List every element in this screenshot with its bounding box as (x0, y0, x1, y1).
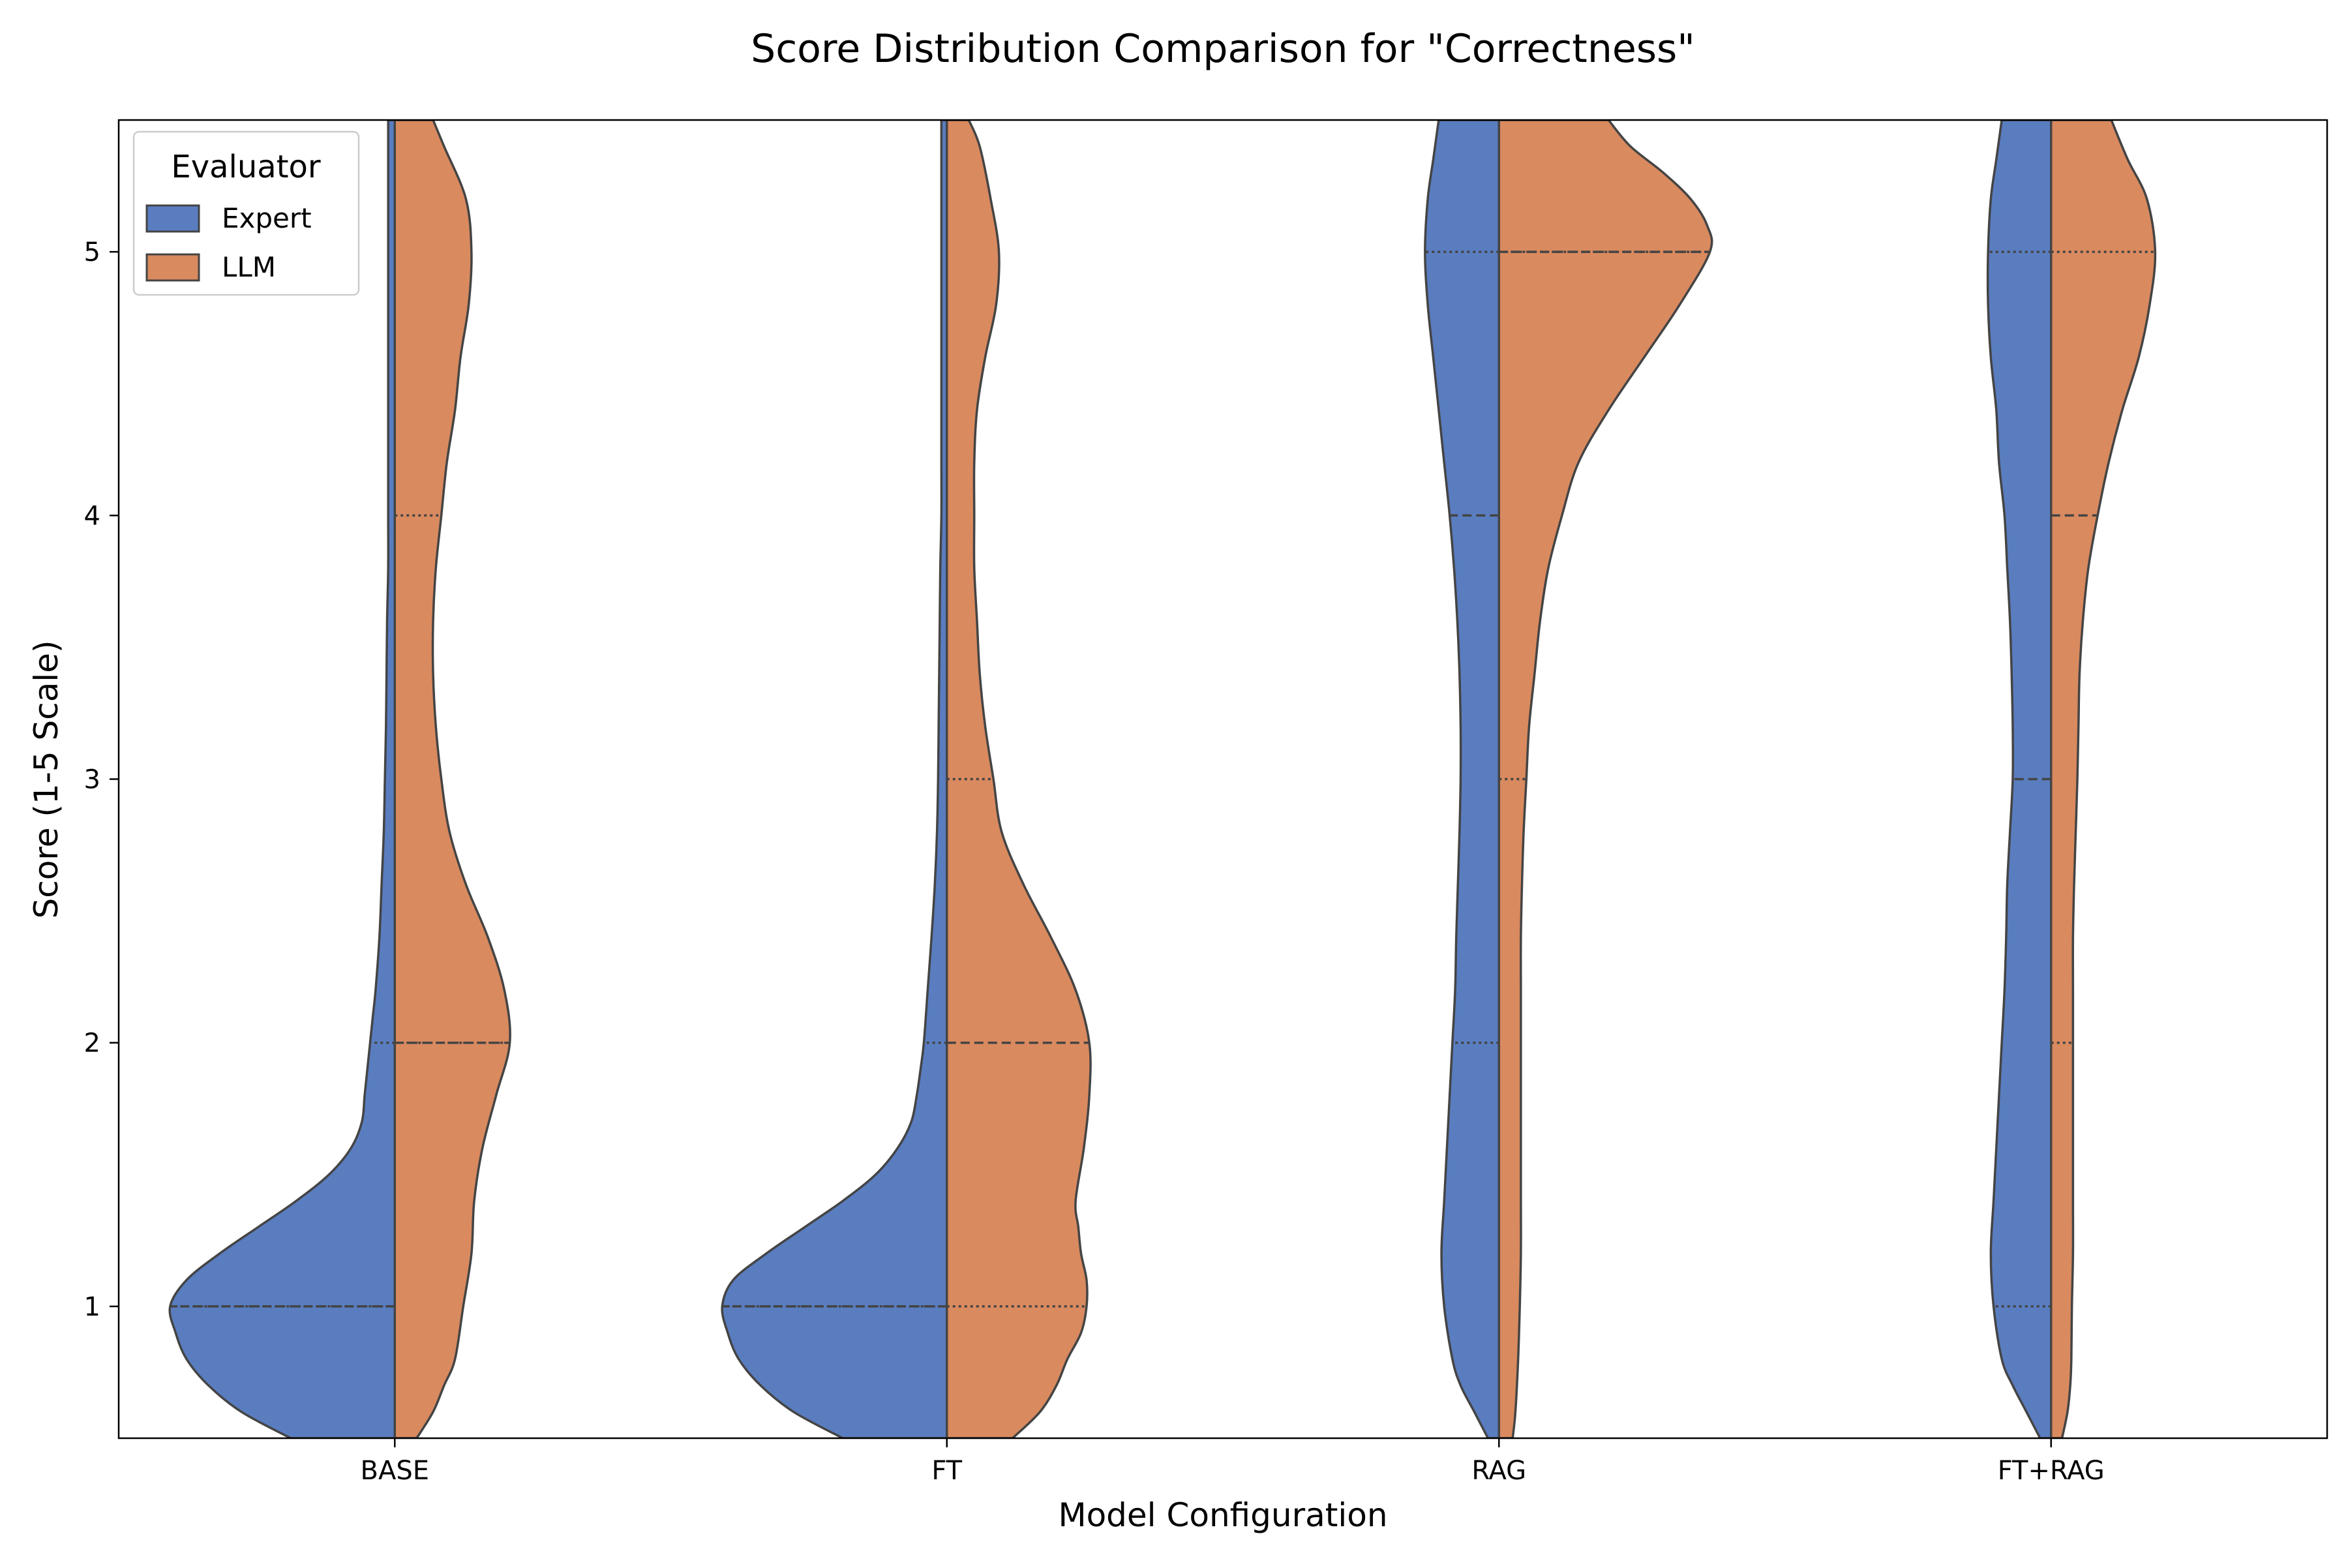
x-tick-label: FT+RAG (1998, 1456, 2105, 1486)
y-tick-label: 2 (84, 1029, 100, 1059)
violin-expert-ft (721, 120, 948, 1438)
legend-label-llm: LLM (222, 251, 276, 283)
violins-layer (168, 120, 2157, 1438)
violin-expert-ft-rag (1986, 120, 2053, 1438)
legend-swatch-expert (145, 204, 200, 233)
violin-llm-ft-rag (2050, 120, 2157, 1438)
violin-llm-rag (1498, 120, 1713, 1438)
y-tick-label: 5 (84, 237, 100, 267)
violin-body (1498, 120, 1713, 1438)
y-tick-label: 4 (84, 501, 100, 531)
x-tick-label: FT (931, 1456, 962, 1486)
violin-body (2050, 120, 2157, 1438)
legend: Evaluator Expert LLM (132, 130, 360, 296)
violin-llm-ft (946, 120, 1092, 1438)
x-axis-label: Model Configuration (1058, 1496, 1387, 1534)
axes-layer: 1 2 3 4 5 BASE FT RAG FT+RAG (84, 237, 2105, 1486)
violin-body (1424, 120, 1500, 1438)
violin-expert-base (168, 120, 396, 1438)
legend-title: Evaluator (171, 149, 321, 185)
violin-expert-rag (1424, 120, 1500, 1438)
legend-label-expert: Expert (222, 202, 312, 234)
y-axis-label: Score (1-5 Scale) (27, 640, 65, 918)
y-tick-label: 1 (84, 1292, 100, 1322)
y-tick-label: 3 (84, 765, 100, 795)
x-tick-label: BASE (361, 1456, 429, 1486)
violin-llm-base (393, 120, 511, 1438)
x-tick-label: RAG (1471, 1456, 1526, 1486)
legend-swatch-llm (145, 253, 200, 282)
violin-body (946, 120, 1092, 1438)
violin-body (393, 120, 511, 1438)
chart-title: Score Distribution Comparison for "Corre… (751, 26, 1695, 72)
